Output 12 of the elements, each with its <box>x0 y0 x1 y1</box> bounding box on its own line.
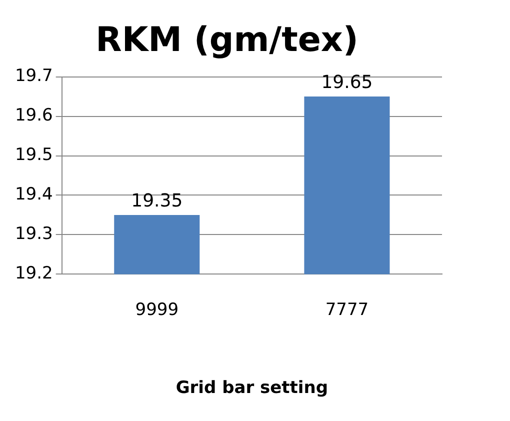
y-tick-label: 19.4 <box>14 184 53 205</box>
y-tick-label: 19.2 <box>14 264 53 284</box>
data-label: 19.65 <box>321 72 373 94</box>
y-tick-label: 19.6 <box>14 106 53 126</box>
x-tick-label: 7777 <box>325 300 369 320</box>
y-tick-label: 19.7 <box>14 66 53 86</box>
x-tick-label: 9999 <box>135 300 179 320</box>
y-tick-label: 19.5 <box>14 145 53 166</box>
chart-title: RKM (gm/tex) <box>96 20 358 60</box>
x-axis-title: Grid bar setting <box>176 378 328 398</box>
y-tick-label: 19.3 <box>14 224 53 244</box>
data-label: 19.35 <box>131 190 183 212</box>
